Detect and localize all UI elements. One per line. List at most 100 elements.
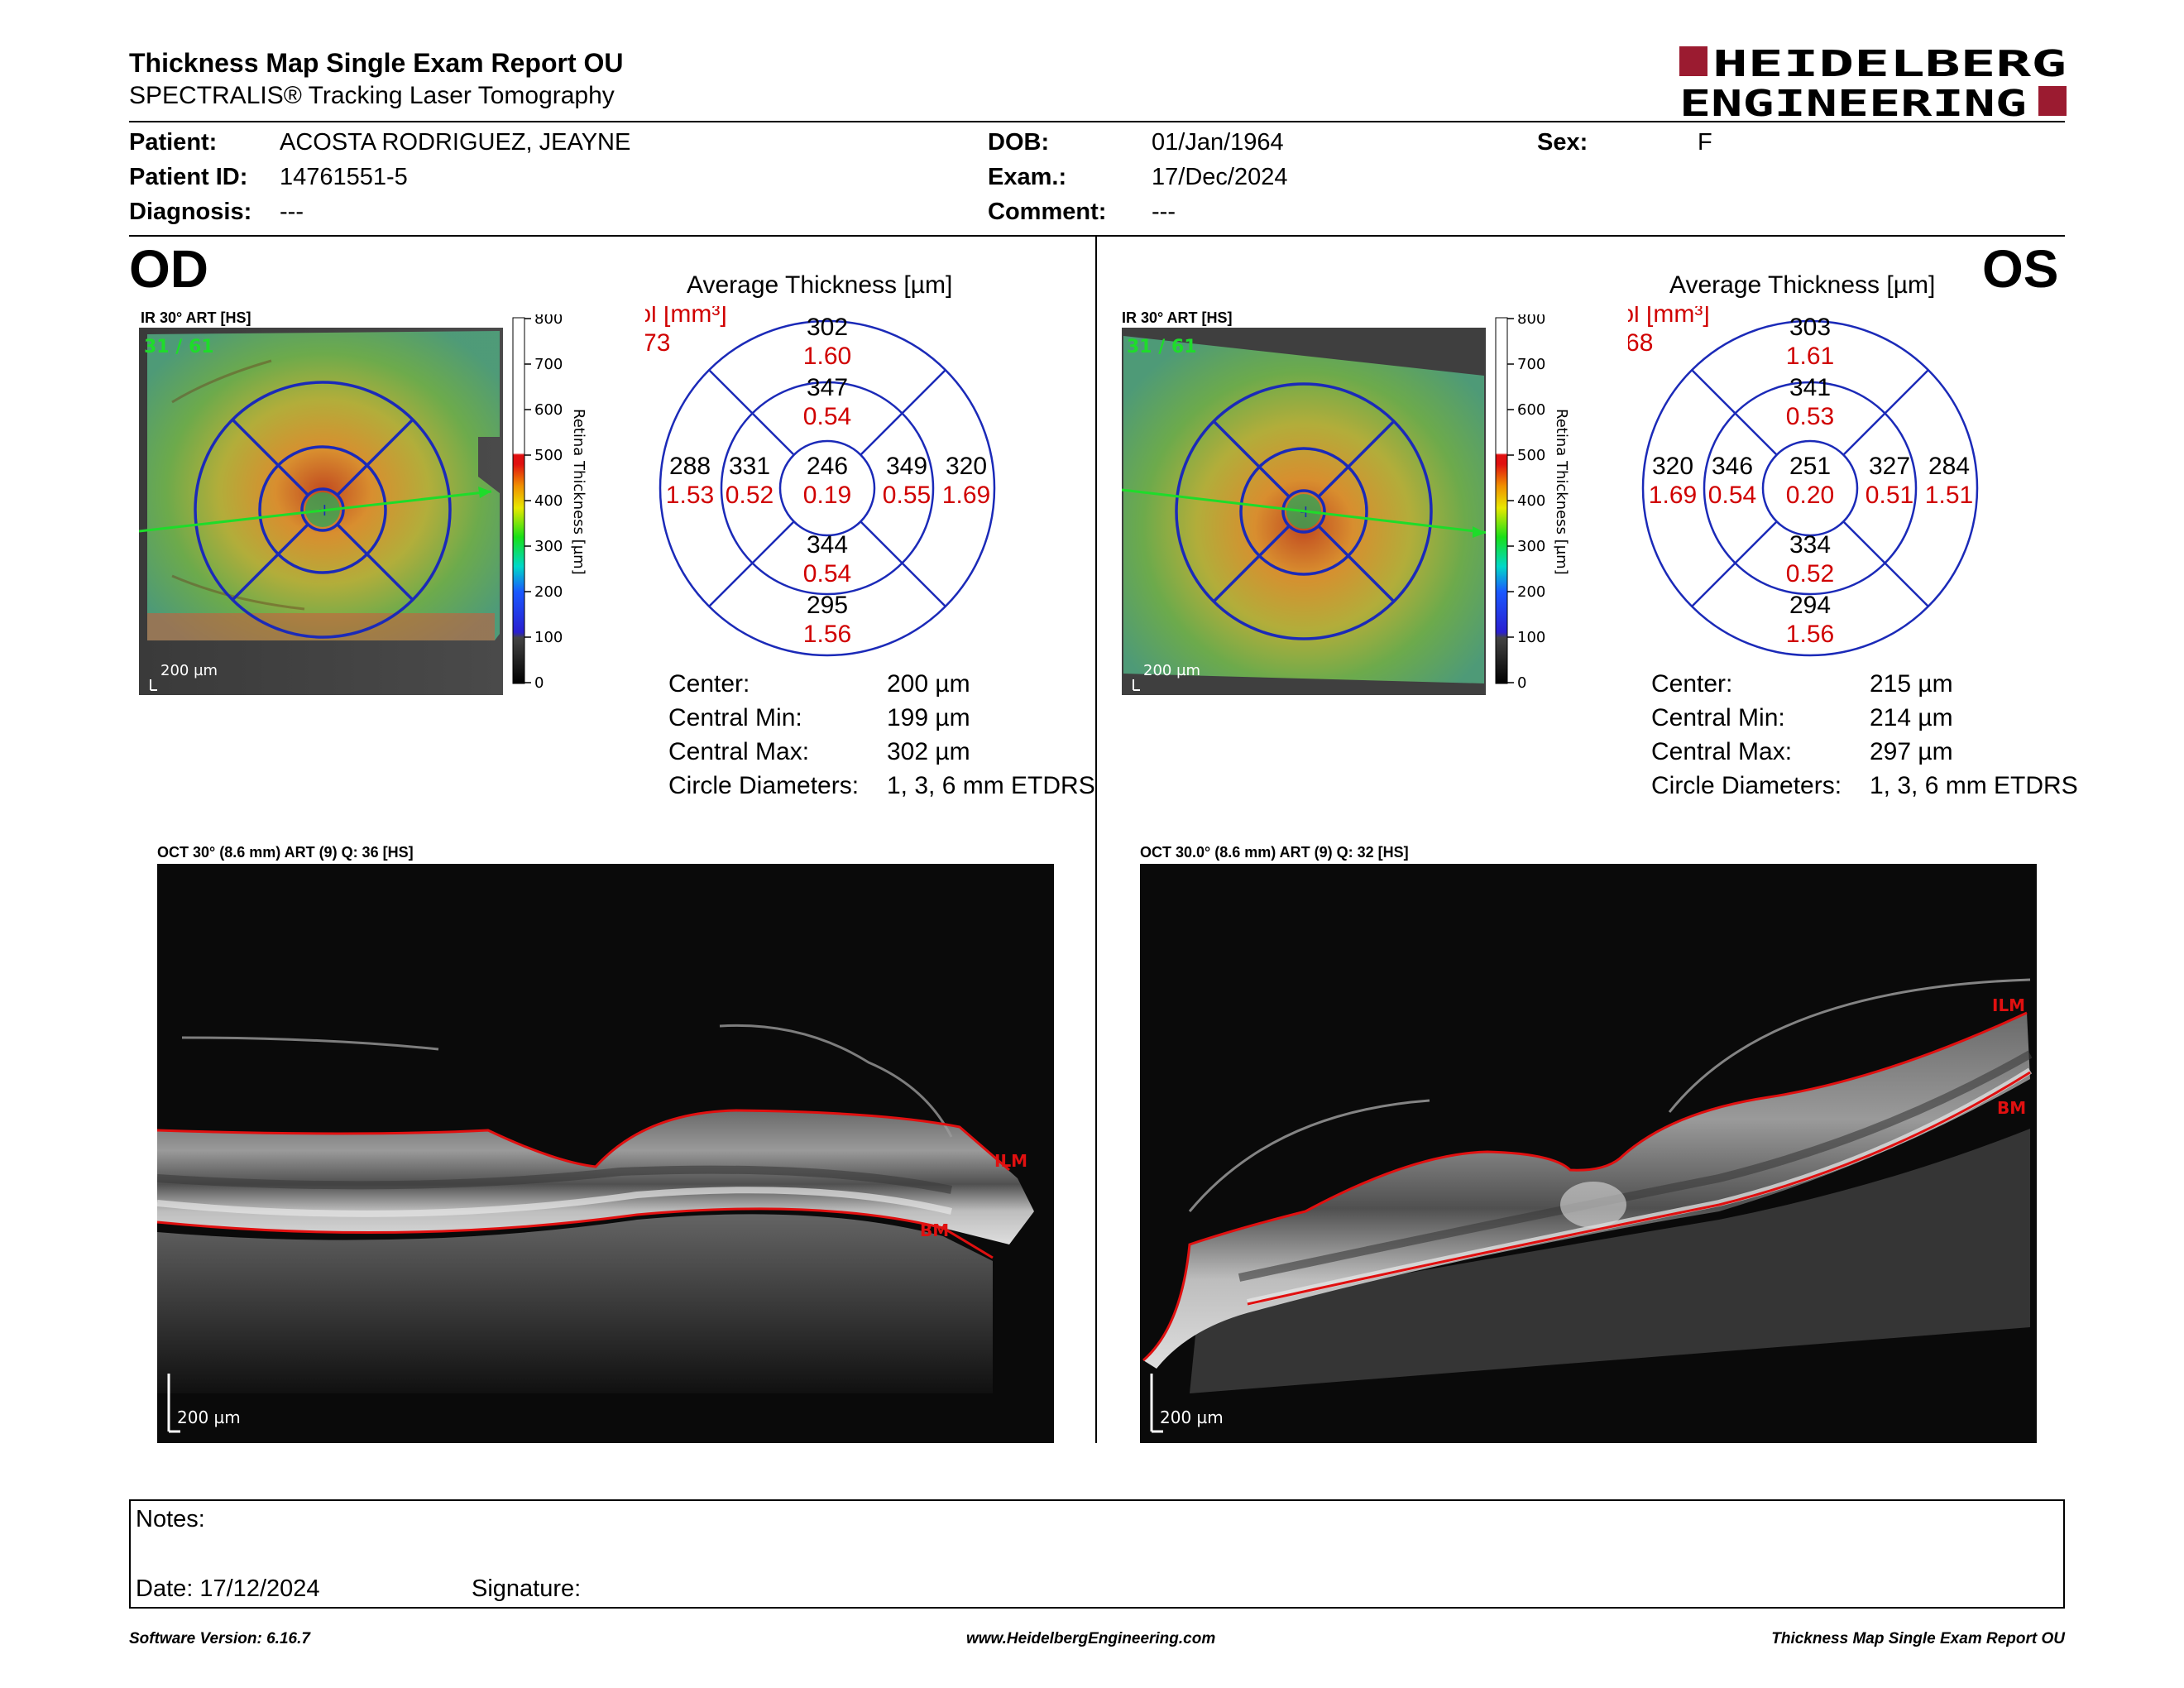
os-eye-label: OS [1982,239,2059,299]
od-ir-label: IR 30° ART [HS] [141,309,251,326]
os-vol-label: Vol [mm³] [1628,306,1710,328]
os-center-thickness: 251 [1789,453,1831,480]
os-bm-label: BM [1997,1098,2026,1118]
os-cb-tick-300: 300 [1517,538,1545,555]
os-outer-right-volume: 1.51 [1925,482,1973,509]
eye-divider [1095,237,1097,1443]
od-vol-total: 8.73 [645,329,670,357]
od-outer-inf-volume: 1.56 [803,621,851,648]
od-cb-tick-500: 500 [534,447,563,464]
os-cb-tick-400: 400 [1517,492,1545,510]
od-outer-right-volume: 1.69 [942,482,990,509]
os-outer-sup-volume: 1.61 [1786,343,1834,370]
od-outer-sup-volume: 1.60 [803,343,851,370]
os-cb-tick-500: 500 [1517,447,1545,464]
os-inner-right-thickness: 327 [1869,453,1910,480]
exam-value: 17/Dec/2024 [1152,164,1288,190]
os-cb-tick-700: 700 [1517,356,1545,373]
patient-value: ACOSTA RODRIGUEZ, JEAYNE [280,129,631,156]
os-cb-tick-600: 600 [1517,401,1545,419]
notes-date: Date: 17/12/2024 [136,1575,320,1602]
diagnosis-label: Diagnosis: [129,199,252,225]
od-ilm-label: ILM [994,1151,1027,1171]
comment-label: Comment: [988,199,1107,225]
sex-label: Sex: [1537,129,1588,156]
patient-label: Patient: [129,129,218,156]
od-ir-scale: 200 µm [160,662,218,679]
od-cb-tick-800: 800 [534,314,563,328]
od-inner-sup-thickness: 347 [807,374,848,401]
os-oct-bscan: ILM BM 200 µm [1140,864,2037,1447]
od-inner-inf-volume: 0.54 [803,560,851,587]
heidelberg-logo: HEIDELBERG ENGINEERING [1679,43,2068,125]
os-inner-inf-thickness: 334 [1789,531,1831,559]
od-inner-right-volume: 0.55 [883,482,931,509]
od-min-value: 199 µm [887,704,970,731]
od-outer-inf-thickness: 295 [807,592,848,619]
patient-id-value: 14761551-5 [280,164,408,190]
od-cb-tick-700: 700 [534,356,563,373]
website-link[interactable]: www.HeidelbergEngineering.com [966,1630,1216,1647]
os-max-label: Central Max: [1651,738,1793,765]
os-center-value: 215 µm [1870,670,1953,698]
os-ir-thickness-map: + 31 / 61 200 µm [1121,328,1490,699]
os-inner-sup-thickness: 341 [1789,374,1831,401]
od-max-value: 302 µm [887,738,970,765]
od-oct-label: OCT 30° (8.6 mm) ART (9) Q: 36 [HS] [157,844,414,861]
od-outer-right-thickness: 320 [946,453,987,480]
od-oct-bscan: ILM BM 200 µm [156,864,1054,1447]
od-inner-sup-volume: 0.54 [803,403,851,430]
os-ir-counter: 31 / 61 [1127,337,1197,357]
diagnosis-value: --- [280,199,304,225]
os-vol-total: 8.68 [1628,329,1653,357]
od-cb-title: Retina Thickness [µm] [570,409,587,575]
od-center-value: 200 µm [887,670,970,698]
os-cb-tick-100: 100 [1517,629,1545,646]
od-center-thickness: 246 [807,453,848,480]
od-outer-left-volume: 1.53 [666,482,714,509]
od-cb-tick-600: 600 [534,401,563,419]
signature-label: Signature: [472,1575,582,1602]
os-outer-left-volume: 1.69 [1649,482,1697,509]
od-cb-tick-0: 0 [534,674,544,692]
os-max-value: 297 µm [1870,738,1953,765]
od-vol-label: Vol [mm³] [645,306,727,328]
report-subtitle: SPECTRALIS® Tracking Laser Tomography [129,82,615,109]
header-divider [129,121,2065,122]
od-inner-left-volume: 0.52 [726,482,774,509]
notes-label: Notes: [136,1506,205,1532]
software-version: Software Version: 6.16.7 [129,1630,310,1647]
od-cb-tick-400: 400 [534,492,563,510]
notes-box [129,1499,2065,1609]
os-cb-tick-0: 0 [1517,674,1526,692]
od-cb-tick-200: 200 [534,583,563,601]
os-diam-value: 1, 3, 6 mm ETDRS [1870,772,2078,799]
od-inner-right-thickness: 349 [886,453,927,480]
os-outer-inf-volume: 1.56 [1786,621,1834,648]
od-inner-inf-thickness: 344 [807,531,848,559]
os-outer-right-thickness: 284 [1928,453,1970,480]
os-outer-left-thickness: 320 [1652,453,1693,480]
footer-report-name: Thickness Map Single Exam Report OU [1771,1630,2065,1647]
od-inner-left-thickness: 331 [729,453,770,480]
od-diam-value: 1, 3, 6 mm ETDRS [887,772,1095,799]
os-outer-sup-thickness: 303 [1789,314,1831,341]
os-colorbar: 800 700 600 500 400 300 200 100 0 Retina… [1489,310,1588,699]
os-diam-label: Circle Diameters: [1651,772,1842,799]
od-cb-tick-100: 100 [534,629,563,646]
od-bm-label: BM [920,1220,949,1240]
od-ir-counter: 31 / 61 [144,337,214,357]
os-etdrs-grid: Vol [mm³] 8.68 303 1.61 341 0.53 251 0.2… [1605,300,2009,674]
os-inner-left-thickness: 346 [1712,453,1753,480]
patient-id-label: Patient ID: [129,164,248,190]
os-avg-title: Average Thickness [µm] [1669,271,1936,299]
os-cb-tick-200: 200 [1517,583,1545,601]
logo-line2: ENGINEERING [1679,83,2027,119]
od-colorbar: 800 700 600 500 400 300 200 100 0 Retina… [506,310,606,699]
od-max-label: Central Max: [668,738,810,765]
os-inner-inf-volume: 0.52 [1786,560,1834,587]
os-min-value: 214 µm [1870,704,1953,731]
od-center-label: Center: [668,670,750,698]
od-avg-title: Average Thickness [µm] [687,271,953,299]
os-ilm-label: ILM [1992,995,2025,1015]
